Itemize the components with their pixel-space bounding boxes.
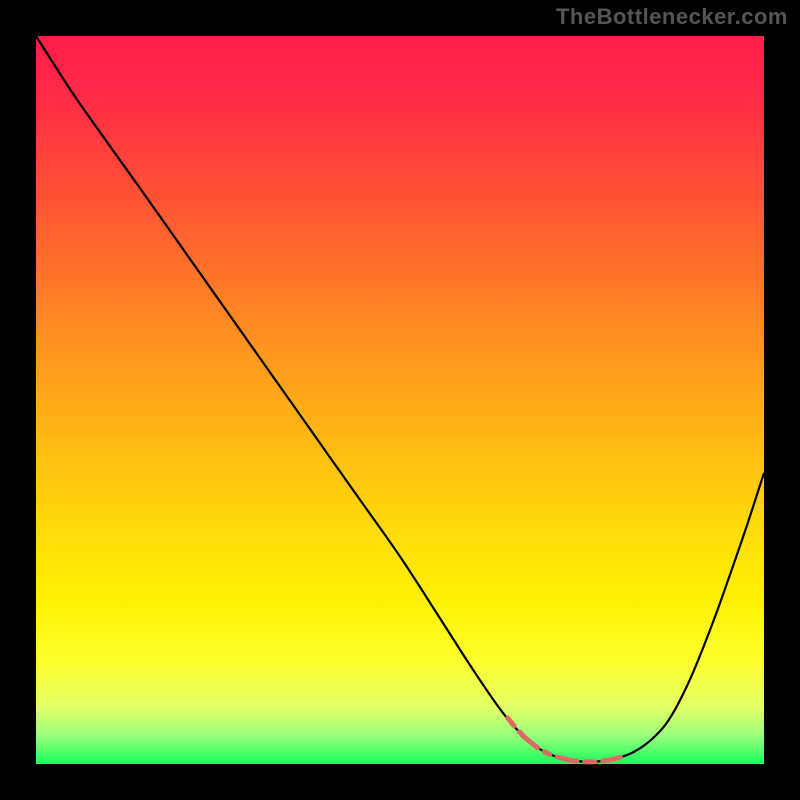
plot-background (36, 36, 764, 764)
chart-frame: TheBottlenecker.com (0, 0, 800, 800)
watermark-text: TheBottlenecker.com (556, 4, 788, 30)
bottleneck-chart (0, 0, 800, 800)
